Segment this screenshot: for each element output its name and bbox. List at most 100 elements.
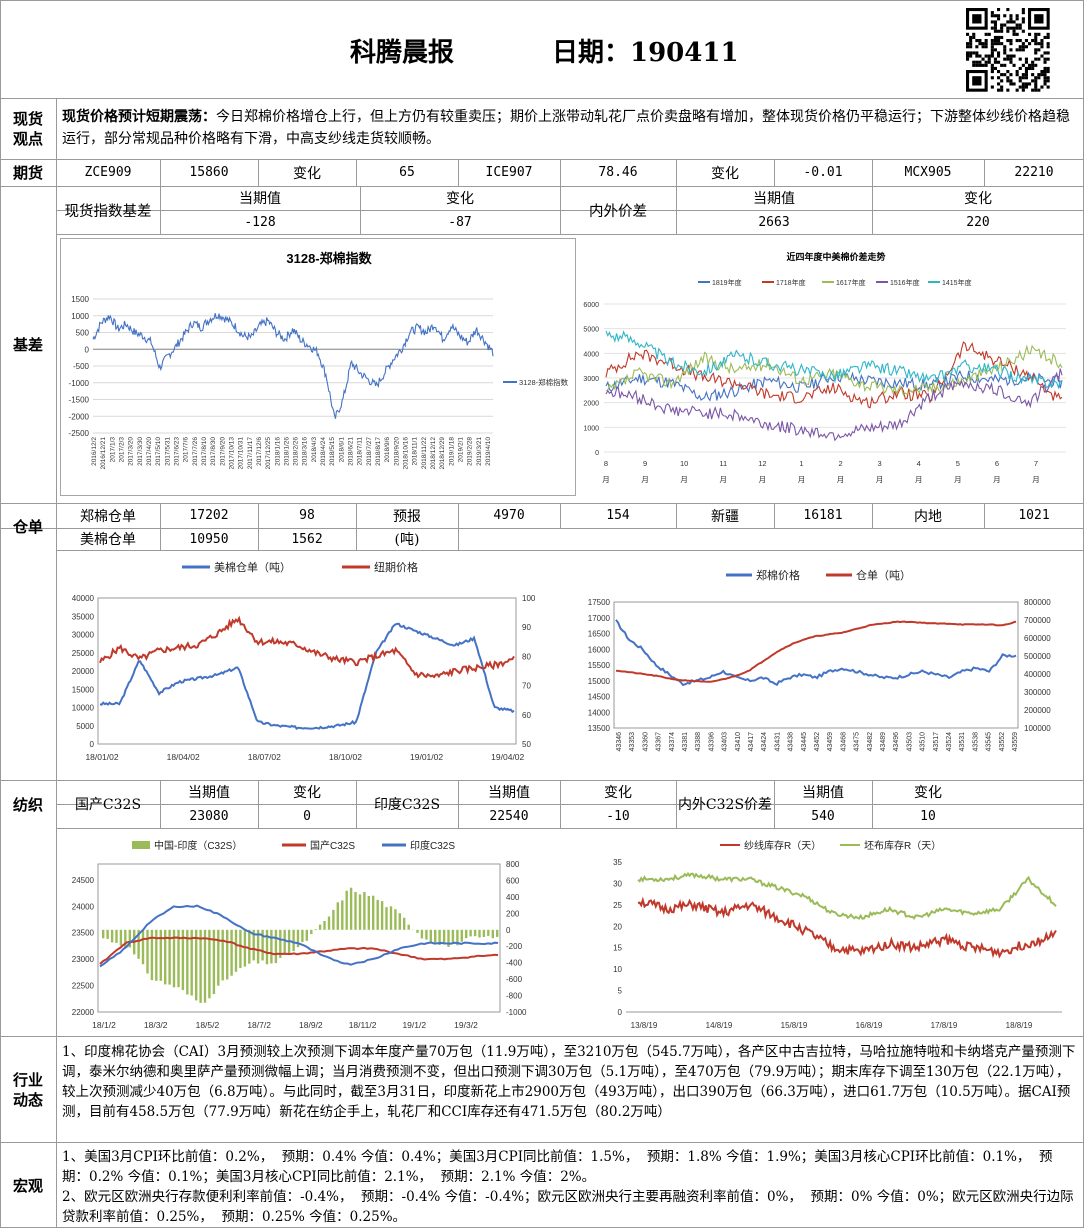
qr-module: [987, 32, 991, 36]
tick-label: 22000: [72, 1008, 95, 1017]
industry-news-text: 1、印度棉花协会（CAI）3月预测较上次预测下调本年度产量70万包（11.9万吨…: [62, 1044, 1076, 1120]
tick-label: 0: [618, 1008, 623, 1017]
tick-label: 30: [613, 879, 622, 888]
tick-label: 1000: [71, 312, 89, 321]
tick-label: 2019/2/28: [467, 437, 474, 466]
spread-bar: [124, 929, 127, 948]
tick-label: 2017/6/23: [173, 437, 180, 466]
tick-label: 10: [613, 965, 622, 974]
tick-label: 43367: [656, 732, 663, 752]
series-line: [637, 871, 1057, 920]
tick-label: 800000: [1024, 598, 1051, 607]
spread-bar: [265, 929, 269, 965]
qr-module: [1037, 42, 1041, 46]
qr-module: [1006, 26, 1010, 30]
tick-label: 35: [613, 858, 622, 867]
tick-label: 100000: [1024, 724, 1051, 733]
qr-module: [990, 48, 994, 52]
tick-label: 17500: [588, 598, 611, 607]
warehouse-cell: 10950: [189, 531, 229, 547]
tick-label: 90: [522, 623, 531, 632]
section-label-industry: 行业 动态: [12, 1070, 43, 1109]
qr-module: [1006, 54, 1010, 58]
tick-unit: 月: [641, 475, 649, 484]
section-label-macro: 宏观: [12, 1176, 43, 1195]
qr-module: [1012, 20, 1016, 24]
qr-module: [1015, 88, 1019, 92]
section-label-futures: 期货: [12, 164, 43, 182]
qr-module: [997, 14, 1001, 18]
qr-module: [1031, 73, 1035, 77]
qr-module: [993, 29, 997, 33]
qr-module: [1043, 66, 1047, 70]
spread-bar: [376, 899, 379, 930]
qr-module: [1024, 57, 1028, 61]
tick-label: 24500: [72, 876, 95, 885]
qr-module: [1024, 82, 1028, 86]
warehouse-cell: 16181: [803, 508, 843, 523]
spread-bar: [119, 929, 123, 946]
qr-module: [1024, 66, 1028, 70]
qr-module: [1040, 73, 1044, 77]
qr-module: [990, 42, 994, 46]
legend-label: 中国-印度（C32S）: [154, 839, 242, 852]
qr-module: [1046, 57, 1050, 61]
tick-label: 2017/1/3: [109, 437, 116, 463]
india-current-header: 当期值: [488, 785, 530, 801]
spread-bar: [310, 929, 313, 935]
tick-label: 2018/1/16: [274, 437, 281, 466]
tick-label: 40000: [72, 594, 95, 603]
qr-module: [990, 20, 994, 24]
tick-label: 2019/4/10: [485, 437, 492, 466]
tick-label: 60: [522, 711, 531, 720]
legend-label: 1415年度: [942, 278, 972, 287]
qr-module: [1024, 45, 1028, 49]
qr-module: [1040, 85, 1044, 89]
tick-label: 17000: [588, 614, 611, 623]
qr-module: [1046, 51, 1050, 55]
tick-label: 2018/9/20: [393, 437, 400, 466]
qr-module: [969, 54, 973, 58]
spread-bar: [221, 929, 224, 981]
qr-module: [1015, 73, 1019, 77]
domestic-current-value: 23080: [189, 808, 229, 824]
qr-module: [990, 66, 994, 70]
qr-module: [981, 42, 985, 46]
qr-module: [975, 60, 979, 64]
qr-module: [972, 51, 976, 55]
legend-label: 1617年度: [836, 278, 866, 287]
qr-module: [978, 60, 982, 64]
qr-module: [978, 42, 982, 46]
spread-bar: [367, 896, 370, 930]
tick-label: 19/1/2: [402, 1020, 426, 1030]
spread-bar: [150, 929, 154, 981]
warehouse-cell: 预报: [393, 508, 421, 525]
legend-label: 仓单（吨）: [856, 568, 911, 582]
series-line: [605, 344, 1063, 397]
spread-bar: [416, 929, 419, 933]
sino-us-spread-chart: 近四年度中美棉价差走势 1819年度 1718年度 1617年度 1516年度 1415年…: [578, 240, 1078, 496]
spread-bar: [137, 929, 140, 959]
yarn-stock-chart: 纱线库存R（天） 坯布库存R（天） 0 5 10 15 20 25 30 35 13/8/19 14/…: [600, 832, 1080, 1032]
tick-label: 2017/5/10: [155, 437, 162, 466]
spread-bar: [447, 929, 450, 947]
tick-label: 2: [838, 459, 842, 468]
tick-label: 43559: [1012, 732, 1019, 752]
warehouse-cell: (吨): [394, 532, 420, 548]
qr-module: [1043, 79, 1047, 83]
tick-label: 2017/3/30: [137, 437, 144, 466]
zheng-warehouse-chart: 郑棉价格 仓单（吨） 17500 17000 16500 16000 15500 15000 1…: [574, 560, 1080, 776]
qr-module: [1043, 57, 1047, 61]
spread-bar: [345, 890, 348, 930]
warehouse-cell: 4970: [493, 508, 525, 523]
legend-label: 1819年度: [712, 278, 742, 287]
spread-bar: [252, 929, 255, 961]
spread-bar: [305, 929, 308, 941]
qr-module: [975, 63, 979, 67]
qr-module: [984, 45, 988, 49]
qr-module: [1034, 63, 1038, 67]
legend-label: 郑棉价格: [756, 568, 800, 582]
spread-bar: [296, 929, 300, 948]
tick-label: 43538: [972, 732, 979, 752]
futures-cell: ZCE909: [84, 165, 132, 180]
